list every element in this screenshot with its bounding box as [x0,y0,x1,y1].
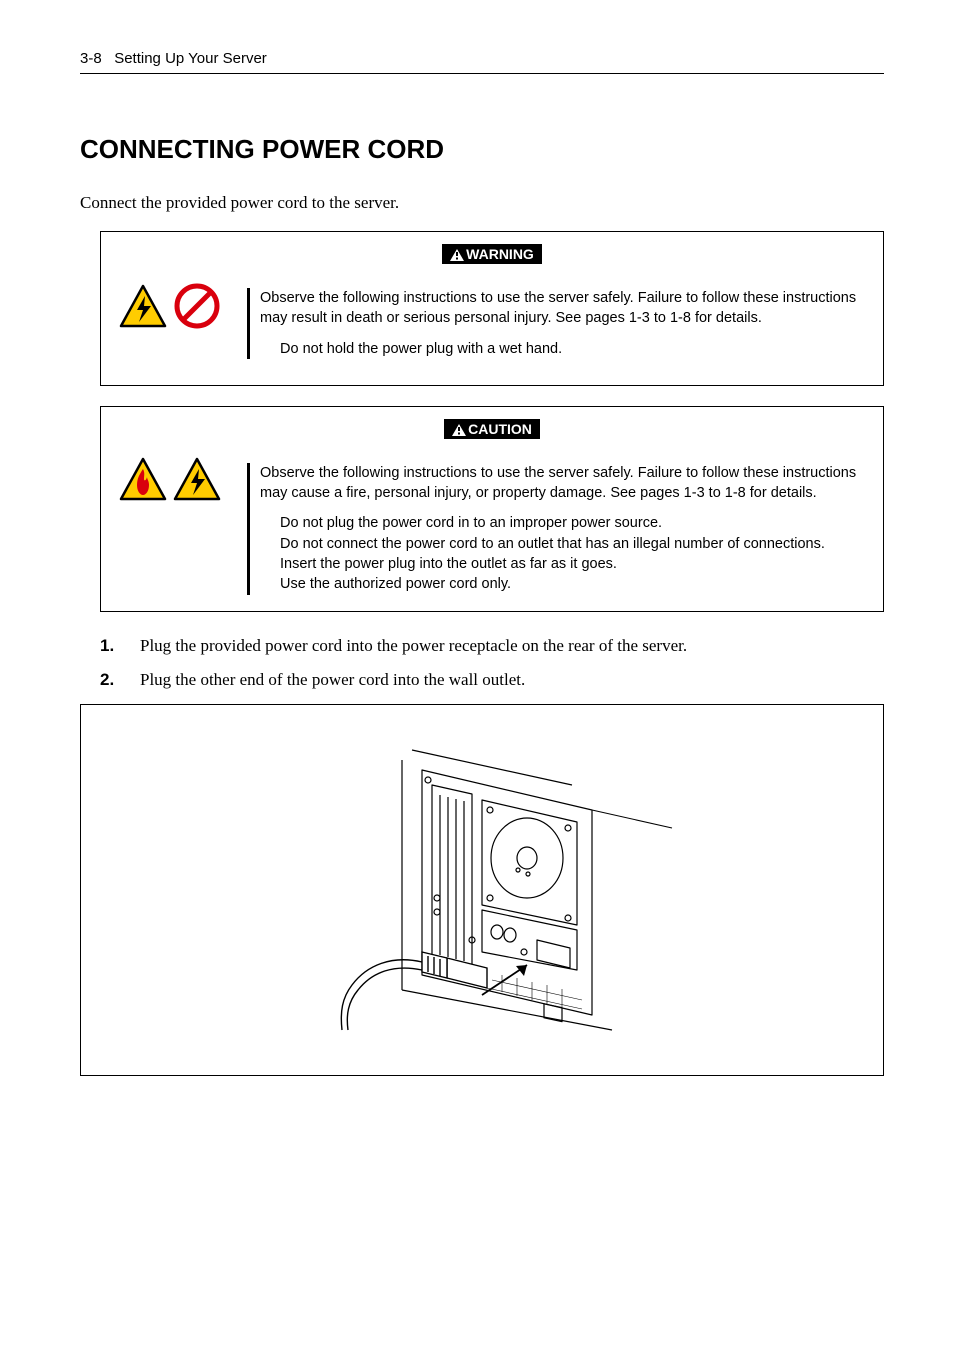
caution-item: Insert the power plug into the outlet as… [280,554,865,574]
alert-icon [450,249,464,261]
fire-triangle-icon [119,457,167,501]
warning-header: WARNING [119,244,865,264]
caution-badge: CAUTION [444,419,540,439]
caution-item: Use the authorized power cord only. [280,574,865,594]
warning-item: Do not hold the power plug with a wet ha… [280,339,865,359]
power-cord-diagram [272,740,692,1040]
section-title: CONNECTING POWER CORD [80,134,884,165]
warning-label: WARNING [466,246,534,262]
alert-icon [452,424,466,436]
caution-icons [119,453,229,501]
page-section: Setting Up Your Server [114,50,267,67]
steps-list: Plug the provided power cord into the po… [100,636,884,690]
caution-callout: CAUTION Observe the following instructio… [100,406,884,612]
page-number: 3-8 [80,50,102,67]
prohibit-icon [173,282,221,330]
caution-header: CAUTION [119,419,865,439]
caution-item: Do not plug the power cord in to an impr… [280,513,865,533]
shock-triangle-icon [173,457,221,501]
server-rear-figure [80,704,884,1076]
warning-icons [119,278,229,330]
caution-item: Do not connect the power cord to an outl… [280,534,865,554]
intro-text: Connect the provided power cord to the s… [80,193,884,213]
warning-lead: Observe the following instructions to us… [260,288,865,329]
warning-badge: WARNING [442,244,542,264]
caution-lead: Observe the following instructions to us… [260,463,865,504]
caution-label: CAUTION [468,421,532,437]
page-header: 3-8 Setting Up Your Server [80,50,884,74]
step-item: Plug the provided power cord into the po… [100,636,884,656]
shock-triangle-icon [119,284,167,328]
warning-callout: WARNING Observe the following instructio… [100,231,884,386]
step-item: Plug the other end of the power cord int… [100,670,884,690]
